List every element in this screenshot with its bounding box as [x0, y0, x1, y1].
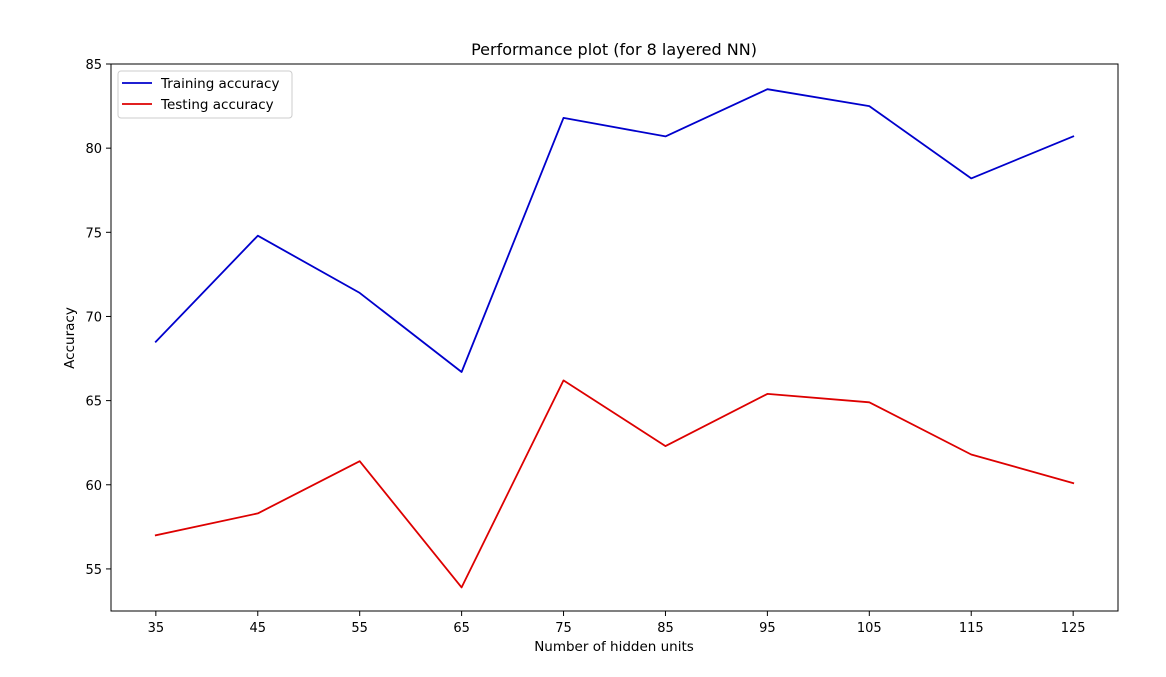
- x-tick-label: 105: [857, 621, 882, 636]
- series-line-training: [154, 88, 1075, 373]
- x-tick-label: 125: [1061, 621, 1086, 636]
- y-tick-label: 75: [85, 226, 102, 241]
- y-tick-label: 55: [85, 563, 102, 578]
- axes: 35 45 55 65 75 85 95 105 115 125 55 60 65 70 75 80 85: [85, 58, 1085, 636]
- y-tick-label: 85: [85, 58, 102, 73]
- legend-box: [117, 70, 293, 119]
- y-tick-label: 70: [85, 310, 102, 325]
- x-tick-label: 45: [249, 621, 266, 636]
- x-tick-label: 115: [959, 621, 984, 636]
- y-tick-label: 65: [85, 395, 102, 410]
- x-tick-label: 65: [453, 621, 470, 636]
- y-axis-label: Accuracy: [62, 307, 78, 369]
- x-tick-label: 35: [148, 621, 165, 636]
- legend-label-testing: Testing accuracy: [160, 97, 274, 113]
- y-tick-label: 80: [85, 142, 102, 157]
- x-tick-label: 75: [555, 621, 572, 636]
- plot-frame: [110, 63, 1119, 612]
- y-tick-label: 60: [85, 479, 102, 494]
- legend-label-training: Training accuracy: [160, 76, 279, 92]
- x-tick-label: 95: [759, 621, 776, 636]
- x-axis-label: Number of hidden units: [534, 639, 694, 655]
- x-tick-label: 55: [351, 621, 368, 636]
- x-tick-label: 85: [657, 621, 674, 636]
- series-lines: [154, 88, 1075, 589]
- chart-title: Performance plot (for 8 layered NN): [471, 40, 757, 59]
- legend: Training accuracy Testing accuracy: [117, 70, 293, 119]
- series-line-testing: [154, 379, 1075, 589]
